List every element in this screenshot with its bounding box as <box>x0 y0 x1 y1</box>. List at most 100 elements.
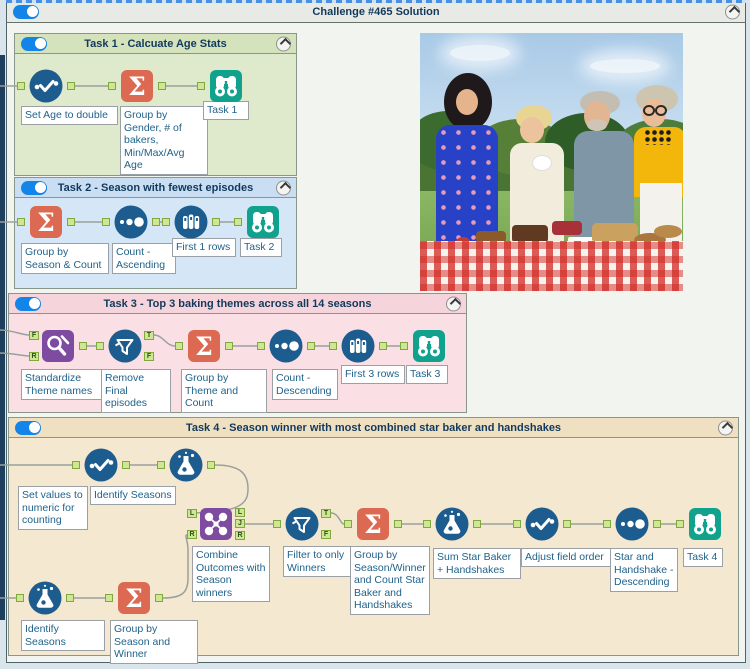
task3-header[interactable]: Task 3 - Top 3 baking themes across all … <box>9 294 466 314</box>
task4-header[interactable]: Task 4 - Season winner with most combine… <box>9 418 738 438</box>
task1-header[interactable]: Task 1 - Calcuate Age Stats <box>15 34 296 54</box>
output-anchor[interactable] <box>563 520 571 528</box>
input-anchor[interactable] <box>676 520 684 528</box>
tool-annotation[interactable]: Adjust field order <box>521 548 611 567</box>
tool-join[interactable]: L R L J R <box>187 507 245 541</box>
input-anchor[interactable] <box>197 82 205 90</box>
tool-annotation[interactable]: Sum Star Baker + Handshakes <box>433 548 521 580</box>
input-anchor[interactable] <box>108 82 116 90</box>
tool-annotation[interactable]: Count - Ascending <box>112 243 176 275</box>
tool-find-replace[interactable]: F R <box>29 329 87 363</box>
input-anchor[interactable] <box>17 82 25 90</box>
input-anchor[interactable] <box>105 594 113 602</box>
tool-select[interactable] <box>513 507 571 541</box>
tool-annotation[interactable]: Set Age to double <box>21 106 118 125</box>
output-anchor[interactable] <box>67 218 75 226</box>
input-anchor[interactable] <box>72 461 80 469</box>
tool-annotation[interactable]: Identify Seasons <box>90 486 176 505</box>
input-anchor[interactable] <box>273 520 281 528</box>
collapse-button[interactable] <box>725 4 740 19</box>
tool-formula[interactable] <box>157 448 215 482</box>
input-anchor-f[interactable]: F <box>29 331 39 340</box>
container-header[interactable]: Challenge #465 Solution <box>7 1 745 23</box>
output-anchor[interactable] <box>158 82 166 90</box>
enable-toggle[interactable] <box>15 420 41 435</box>
input-anchor[interactable] <box>234 218 242 226</box>
tool-annotation[interactable]: First 3 rows <box>341 365 405 384</box>
tool-sort[interactable] <box>102 205 160 239</box>
tool-annotation[interactable]: Count - Descending <box>272 369 338 401</box>
tool-annotation[interactable]: Group by Season/Winner and Count Star Ba… <box>350 546 430 615</box>
tool-sort[interactable] <box>603 507 661 541</box>
tool-browse[interactable] <box>676 507 722 541</box>
input-anchor-r[interactable]: R <box>187 530 197 539</box>
input-anchor[interactable] <box>16 594 24 602</box>
input-anchor[interactable] <box>513 520 521 528</box>
output-anchor[interactable] <box>307 342 315 350</box>
output-anchor[interactable] <box>122 461 130 469</box>
tool-sample[interactable] <box>162 205 220 239</box>
tool-formula[interactable] <box>16 581 74 615</box>
input-anchor[interactable] <box>96 342 104 350</box>
output-anchor-t[interactable]: T <box>144 331 154 340</box>
tool-annotation[interactable]: Combine Outcomes with Season winners <box>192 546 270 603</box>
input-anchor[interactable] <box>400 342 408 350</box>
enable-toggle[interactable] <box>21 180 47 195</box>
input-anchor-l[interactable]: L <box>187 509 197 518</box>
tool-summarize[interactable] <box>17 205 75 239</box>
tool-summarize[interactable] <box>344 507 402 541</box>
tool-annotation[interactable]: Group by Season and Winner <box>110 620 198 664</box>
tool-sample[interactable] <box>329 329 387 363</box>
output-anchor[interactable] <box>207 461 215 469</box>
tool-annotation[interactable]: Remove Final episodes <box>101 369 171 413</box>
output-anchor[interactable] <box>473 520 481 528</box>
input-anchor[interactable] <box>162 218 170 226</box>
tool-select[interactable] <box>17 69 75 103</box>
output-anchor[interactable] <box>653 520 661 528</box>
tool-annotation[interactable]: Group by Season & Count <box>21 243 109 275</box>
input-anchor[interactable] <box>603 520 611 528</box>
tool-browse[interactable] <box>234 205 280 239</box>
enable-toggle[interactable] <box>21 36 47 51</box>
tool-summarize[interactable] <box>108 69 166 103</box>
output-anchor-l[interactable]: L <box>235 508 245 517</box>
output-anchor[interactable] <box>67 82 75 90</box>
output-anchor-t[interactable]: T <box>321 509 331 518</box>
output-anchor[interactable] <box>79 342 87 350</box>
output-anchor-r[interactable]: R <box>235 531 245 540</box>
tool-annotation[interactable]: Set values to numeric for counting <box>18 486 88 530</box>
output-anchor[interactable] <box>225 342 233 350</box>
collapse-button[interactable] <box>446 296 461 311</box>
output-anchor[interactable] <box>155 594 163 602</box>
tool-annotation[interactable]: Group by Gender, # of bakers, Min/Max/Av… <box>120 106 208 175</box>
output-anchor[interactable] <box>152 218 160 226</box>
input-anchor[interactable] <box>102 218 110 226</box>
output-anchor[interactable] <box>212 218 220 226</box>
tool-browse[interactable] <box>400 329 446 363</box>
task2-header[interactable]: Task 2 - Season with fewest episodes <box>15 178 296 198</box>
input-anchor[interactable] <box>157 461 165 469</box>
tool-annotation[interactable]: Task 2 <box>240 238 282 257</box>
tool-annotation[interactable]: First 1 rows <box>172 238 236 257</box>
collapse-button[interactable] <box>276 36 291 51</box>
tool-browse[interactable] <box>197 69 243 103</box>
input-anchor-r[interactable]: R <box>29 352 39 361</box>
tool-sort[interactable] <box>257 329 315 363</box>
input-anchor[interactable] <box>175 342 183 350</box>
tool-annotation[interactable]: Star and Handshake - Descending <box>610 548 678 592</box>
input-anchor[interactable] <box>329 342 337 350</box>
enable-toggle[interactable] <box>13 4 39 19</box>
tool-annotation[interactable]: Filter to only Winners <box>283 546 353 578</box>
tool-annotation[interactable]: Task 1 <box>203 101 249 120</box>
tool-annotation[interactable]: Identify Seasons <box>21 620 105 652</box>
tool-filter[interactable]: T F <box>273 507 331 541</box>
input-anchor[interactable] <box>17 218 25 226</box>
tool-formula[interactable] <box>423 507 481 541</box>
output-anchor-f[interactable]: F <box>321 530 331 539</box>
tool-summarize[interactable] <box>175 329 233 363</box>
collapse-button[interactable] <box>276 180 291 195</box>
input-anchor[interactable] <box>257 342 265 350</box>
enable-toggle[interactable] <box>15 296 41 311</box>
bake-off-photo-image[interactable] <box>420 33 683 291</box>
